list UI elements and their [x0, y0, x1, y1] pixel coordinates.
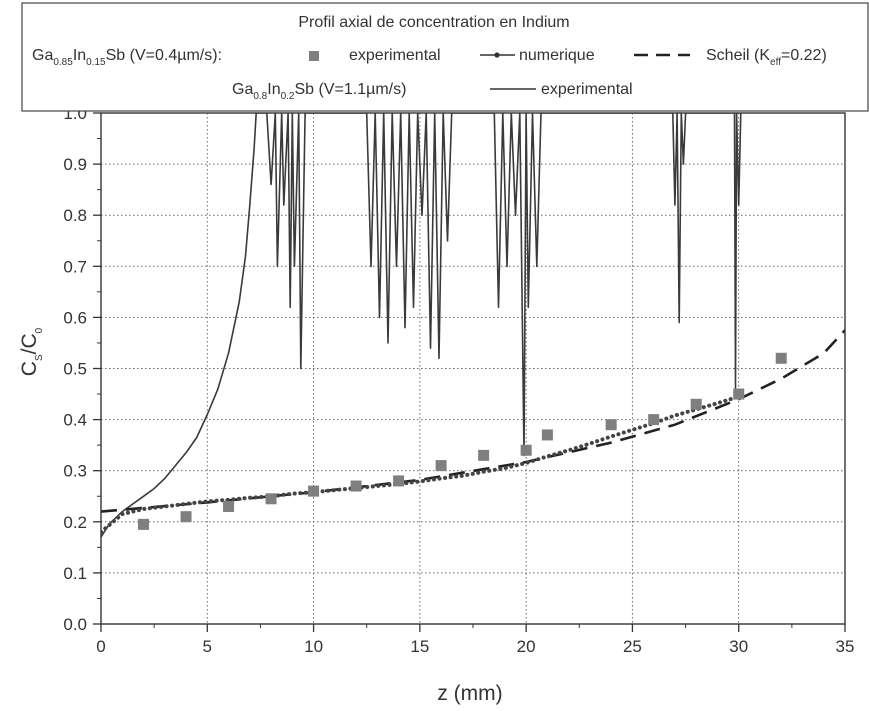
- x-tick-labels: 0 5 10 15 20 25 30 35: [96, 637, 854, 656]
- legend: Profil axial de concentration en Indium …: [21, 2, 869, 112]
- x-tick-label: 15: [410, 637, 429, 656]
- data-point-experimental: [541, 429, 553, 441]
- x-tick-label: 0: [96, 637, 105, 656]
- data-point-experimental: [775, 352, 787, 364]
- x-tick-label: 20: [517, 637, 536, 656]
- legend-label-numerique: numerique: [519, 47, 595, 64]
- data-point-experimental: [223, 500, 235, 512]
- series-dashed-line: [101, 329, 845, 513]
- y-tick-label: 0.3: [63, 462, 87, 481]
- y-tick-label: 0.5: [63, 360, 87, 379]
- y-tick-label: 0.2: [63, 513, 87, 532]
- data-point-experimental: [648, 414, 660, 426]
- x-tick-label: 5: [203, 637, 212, 656]
- y-tick-label: 0.1: [63, 564, 87, 583]
- x-tick-label: 35: [836, 637, 855, 656]
- series-dotted-line: [101, 394, 741, 534]
- data-point-experimental: [265, 493, 277, 505]
- y-tick-label: 0.0: [63, 615, 87, 634]
- data-point-experimental: [605, 419, 617, 431]
- legend-label-experimental-2: experimental: [541, 81, 633, 98]
- legend-row1-material: Ga0.85In0.15Sb (V=0.4µm/s):: [32, 47, 222, 68]
- y-tick-labels: 0.00.10.20.30.40.50.60.70.80.91.0: [63, 104, 87, 634]
- data-point-experimental: [350, 480, 362, 492]
- legend-label-scheil: Scheil (Keff=0.22): [706, 47, 827, 68]
- x-tick-label: 30: [729, 637, 748, 656]
- series-line-dotted-line: [101, 394, 741, 534]
- y-tick-label: 0.8: [63, 206, 87, 225]
- data-point-experimental: [308, 485, 320, 497]
- legend-box: [21, 2, 869, 112]
- x-axis-title: z (mm): [437, 682, 502, 705]
- legend-line-numerique: [480, 52, 515, 58]
- y-tick-label: 0.9: [63, 155, 87, 174]
- series-line-solid-line: [101, 113, 742, 538]
- legend-title: Profil axial de concentration en Indium: [298, 14, 569, 31]
- legend-marker-experimental: [309, 51, 319, 61]
- series-layer: [101, 113, 845, 538]
- y-tick-label: 0.7: [63, 257, 87, 276]
- data-point-experimental: [690, 398, 702, 410]
- series-markers: [138, 352, 787, 530]
- data-point-experimental: [393, 475, 405, 487]
- data-point-experimental: [478, 449, 490, 461]
- data-point-experimental: [435, 460, 447, 472]
- axis-ticks: [93, 112, 846, 632]
- series-solid-line: [101, 113, 742, 538]
- data-point-experimental: [520, 444, 532, 456]
- series-line-dashed-line: [101, 329, 845, 513]
- y-axis-title: CS/C0: [18, 327, 45, 376]
- data-point-experimental: [733, 388, 745, 400]
- legend-row2-material: Ga0.8In0.2Sb (V=1.1µm/s): [232, 81, 406, 102]
- grid: [101, 113, 845, 624]
- x-tick-label: 25: [623, 637, 642, 656]
- data-point-experimental: [180, 511, 192, 523]
- legend-label-experimental: experimental: [349, 47, 441, 64]
- x-tick-label: 10: [304, 637, 323, 656]
- y-tick-label: 0.6: [63, 308, 87, 327]
- data-point-experimental: [138, 518, 150, 530]
- y-tick-label: 0.4: [63, 411, 87, 430]
